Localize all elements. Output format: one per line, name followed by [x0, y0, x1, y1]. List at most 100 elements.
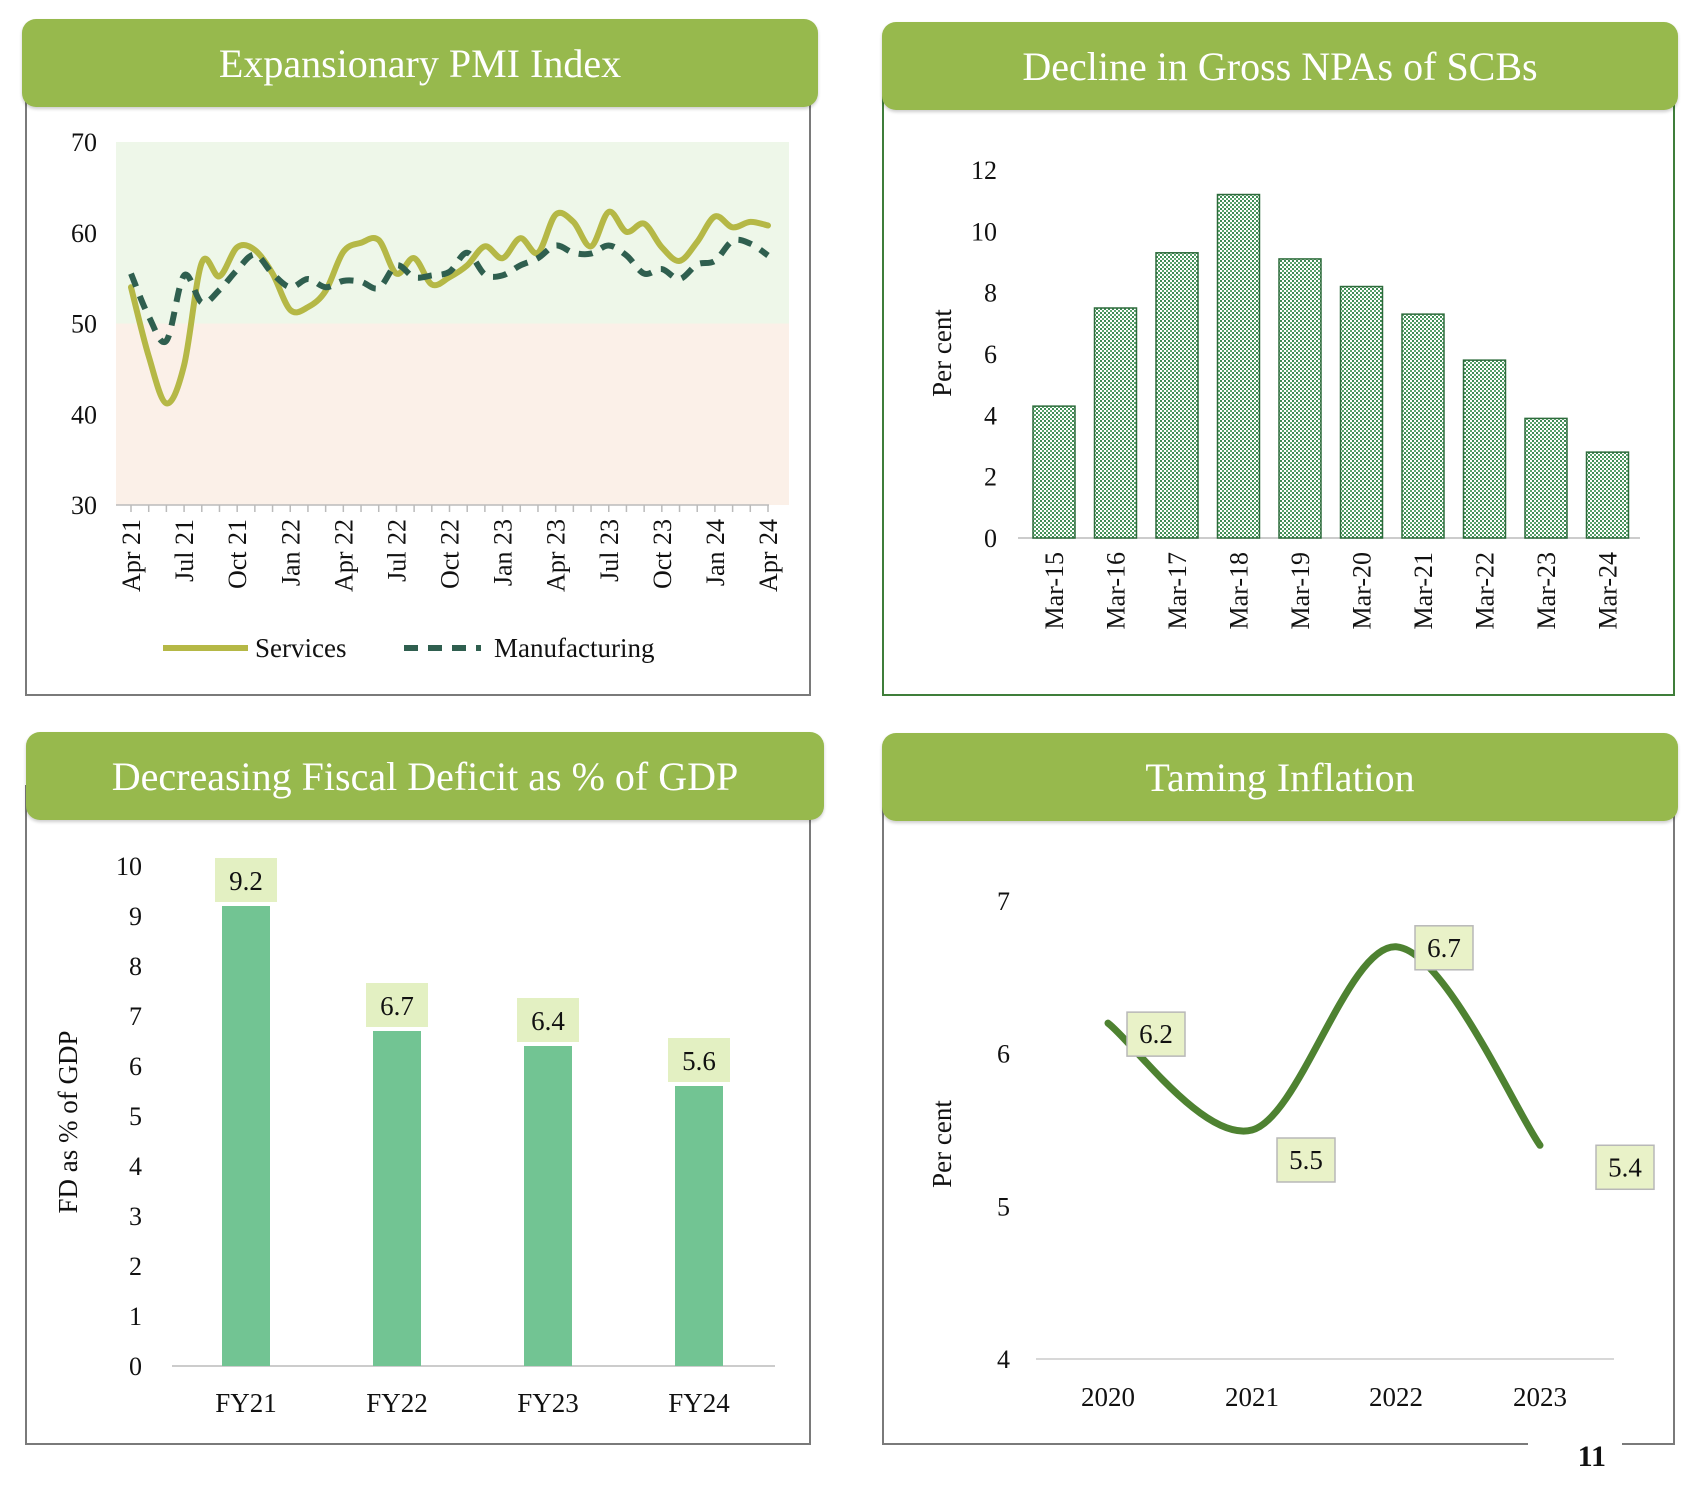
- pmi-contraction-band: [116, 323, 789, 505]
- npa-y-tick-label: 10: [971, 217, 997, 246]
- fiscal-x-tick-label: FY21: [215, 1388, 277, 1418]
- npa-bar-mar-16: [1093, 307, 1138, 539]
- pmi-x-tick-label: Jul 21: [170, 519, 199, 582]
- inflation-y-tick-label: 7: [997, 887, 1010, 916]
- pmi-x-tick-label: Oct 22: [436, 519, 465, 589]
- npa-bar-mar-24: [1585, 451, 1630, 539]
- fiscal-x-tick-label: FY22: [366, 1388, 428, 1418]
- npa-x-tick-label: Mar-22: [1471, 552, 1500, 629]
- fiscal-y-tick-label: 9: [129, 902, 142, 931]
- fiscal-y-tick-label: 3: [129, 1202, 142, 1231]
- inflation-data-label: 6.7: [1427, 933, 1461, 963]
- pmi-x-tick-label: Apr 21: [117, 519, 146, 592]
- pmi-x-tick-label: Jul 23: [595, 519, 624, 582]
- pmi-x-tick-label: Apr 22: [329, 519, 358, 592]
- inflation-data-label: 5.5: [1289, 1145, 1323, 1175]
- pmi-expansion-band: [116, 142, 789, 324]
- inflation-x-tick-label: 2022: [1369, 1382, 1423, 1412]
- pmi-x-tick-label: Apr 24: [754, 519, 783, 592]
- inflation-y-axis-label: Per cent: [927, 1100, 957, 1188]
- inflation-x-tick-label: 2023: [1513, 1382, 1567, 1412]
- npa-x-tick-label: Mar-20: [1348, 552, 1377, 629]
- inflation-chart: 4 5 6 7 Per cent 6.2 2020 5.5 2021 6.7 2022 5.4 2023: [927, 887, 1655, 1412]
- fiscal-data-label-box: [517, 998, 579, 1042]
- inflation-data-label: 5.4: [1608, 1152, 1642, 1182]
- pmi-x-tick-label: Oct 21: [223, 519, 252, 589]
- inflation-x-tick-label: 2021: [1225, 1382, 1279, 1412]
- pmi-x-tick-label: Jan 24: [701, 519, 730, 586]
- fiscal-bar-fy23: [524, 1046, 572, 1366]
- npa-y-tick-label: 2: [984, 463, 997, 492]
- npa-chart-title: Decline in Gross NPAs of SCBs: [882, 22, 1678, 110]
- pmi-y-tick-label: 40: [71, 400, 97, 429]
- inflation-data-label-box: [1276, 1137, 1336, 1183]
- npa-y-tick-label: 0: [984, 524, 997, 553]
- inflation-data-label: 6.2: [1139, 1019, 1173, 1049]
- fiscal-chart: 0 1 2 3 4 5 6 7 8 9 10 FD as % of GDP 9.2 FY21 6.7 FY22…: [53, 852, 775, 1418]
- fiscal-y-axis-label: FD as % of GDP: [53, 1030, 83, 1213]
- fiscal-data-label: 5.6: [682, 1046, 716, 1076]
- pmi-x-tick-label: Jul 22: [382, 519, 411, 582]
- inflation-y-tick-label: 4: [997, 1345, 1010, 1374]
- npa-x-tick-label: Mar-21: [1409, 552, 1438, 629]
- pmi-y-tick-label: 60: [71, 219, 97, 248]
- fiscal-x-tick-label: FY23: [517, 1388, 579, 1418]
- pmi-y-tick-label: 30: [71, 491, 97, 520]
- pmi-series-services-line: [128, 208, 771, 407]
- fiscal-x-tick-label: FY24: [668, 1388, 730, 1418]
- fiscal-data-label: 6.4: [531, 1006, 565, 1036]
- fiscal-data-label: 6.7: [380, 991, 414, 1021]
- inflation-chart-title: Taming Inflation: [882, 733, 1678, 821]
- pmi-chart-title: Expansionary PMI Index: [22, 19, 818, 107]
- fiscal-y-tick-label: 6: [129, 1052, 142, 1081]
- fiscal-y-tick-label: 1: [129, 1302, 142, 1331]
- npa-bar-mar-18: [1216, 193, 1261, 539]
- pmi-y-tick-label: 70: [71, 128, 97, 157]
- npa-x-tick-label: Mar-24: [1594, 552, 1623, 629]
- inflation-y-tick-label: 6: [997, 1040, 1010, 1069]
- npa-y-tick-label: 12: [971, 156, 997, 185]
- npa-x-tick-label: Mar-19: [1286, 552, 1315, 629]
- fiscal-data-label: 9.2: [229, 866, 263, 896]
- fiscal-data-label-box: [366, 983, 428, 1027]
- pmi-x-tick-label: Oct 23: [648, 519, 677, 589]
- npa-bar-mar-21: [1401, 313, 1445, 539]
- npa-y-tick-label: 6: [984, 340, 997, 369]
- fiscal-y-tick-label: 0: [129, 1352, 142, 1381]
- inflation-data-label-box: [1595, 1144, 1655, 1191]
- fiscal-chart-title: Decreasing Fiscal Deficit as % of GDP: [26, 732, 824, 820]
- page-number: 11: [1577, 1440, 1606, 1473]
- npa-x-tick-label: Mar-18: [1225, 552, 1254, 629]
- fiscal-y-tick-label: 2: [129, 1252, 142, 1281]
- npa-bar-mar-20: [1339, 285, 1384, 539]
- fiscal-y-tick-label: 10: [116, 852, 142, 881]
- npa-bar-mar-15: [1032, 405, 1076, 539]
- fiscal-data-label-box: [215, 858, 277, 902]
- fiscal-bar-fy21: [222, 906, 270, 1366]
- fiscal-y-tick-label: 8: [129, 952, 142, 981]
- fiscal-bar-fy24: [675, 1086, 723, 1366]
- npa-chart: 0 2 4 6 8 10 12 Per cent Mar-15 Mar-16 Mar-17 Mar-1…: [927, 156, 1640, 629]
- npa-bar-mar-23: [1524, 417, 1568, 539]
- npa-bar-mar-19: [1278, 258, 1322, 539]
- npa-bar-mar-22: [1462, 359, 1507, 539]
- pmi-series-manufacturing-line: [128, 236, 770, 346]
- npa-x-tick-label: Mar-17: [1163, 552, 1192, 629]
- npa-y-axis-label: Per cent: [927, 309, 957, 397]
- npa-x-tick-label: Mar-16: [1102, 552, 1131, 629]
- page-number-gap: [1528, 1425, 1622, 1445]
- inflation-data-label-box: [1414, 925, 1474, 971]
- pmi-legend-services-label: Services: [255, 633, 346, 663]
- pmi-y-tick-label: 50: [71, 310, 97, 339]
- fiscal-y-tick-label: 5: [129, 1102, 142, 1131]
- inflation-data-label-box: [1126, 1011, 1186, 1057]
- fiscal-data-label-box: [668, 1038, 730, 1082]
- pmi-x-tick-label: Jan 22: [276, 519, 305, 586]
- pmi-legend-manufacturing-label: Manufacturing: [494, 633, 654, 663]
- fiscal-y-tick-label: 7: [129, 1002, 142, 1031]
- inflation-y-tick-label: 5: [997, 1192, 1010, 1221]
- inflation-x-tick-label: 2020: [1081, 1382, 1135, 1412]
- fiscal-y-tick-label: 4: [129, 1152, 142, 1181]
- npa-y-tick-label: 8: [984, 279, 997, 308]
